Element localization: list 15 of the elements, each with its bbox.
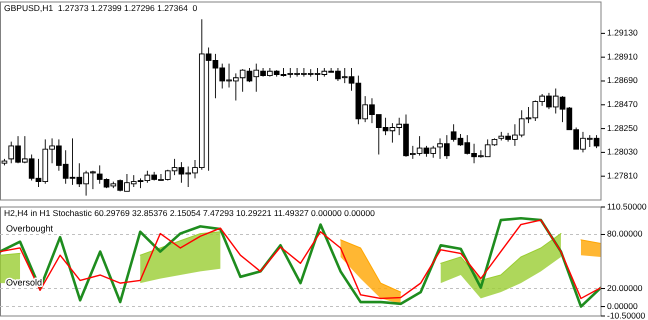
y-tick-label: -10.50000 xyxy=(607,310,646,320)
y-tick-label: 1.28910 xyxy=(607,51,638,62)
y-tick-label: 110.50000 xyxy=(607,201,647,212)
y-tick-label: 1.28690 xyxy=(607,75,638,86)
y-tick-label: 1.28470 xyxy=(607,99,638,110)
y-tick-label: 20.00000 xyxy=(607,282,643,293)
y-tick-label: 0.00000 xyxy=(607,300,638,311)
ref-line-label: Overbought xyxy=(6,223,54,234)
y-tick-label: 1.27810 xyxy=(607,170,638,180)
y-tick-label: 1.28030 xyxy=(607,146,638,157)
y-tick-label: 80.00000 xyxy=(607,228,643,239)
y-tick-label: 1.28250 xyxy=(607,122,638,133)
y-tick-label: 1.29130 xyxy=(607,28,638,38)
chart-title: H2,H4 in H1 Stochastic 60.29769 32.85376 2.15054 7.47293 10.29221 11.49327 0.00000 0.00000 xyxy=(4,208,376,218)
chart-title: GBPUSD,H1 1.27373 1.27399 1.27296 1.27364 0 xyxy=(4,3,198,13)
